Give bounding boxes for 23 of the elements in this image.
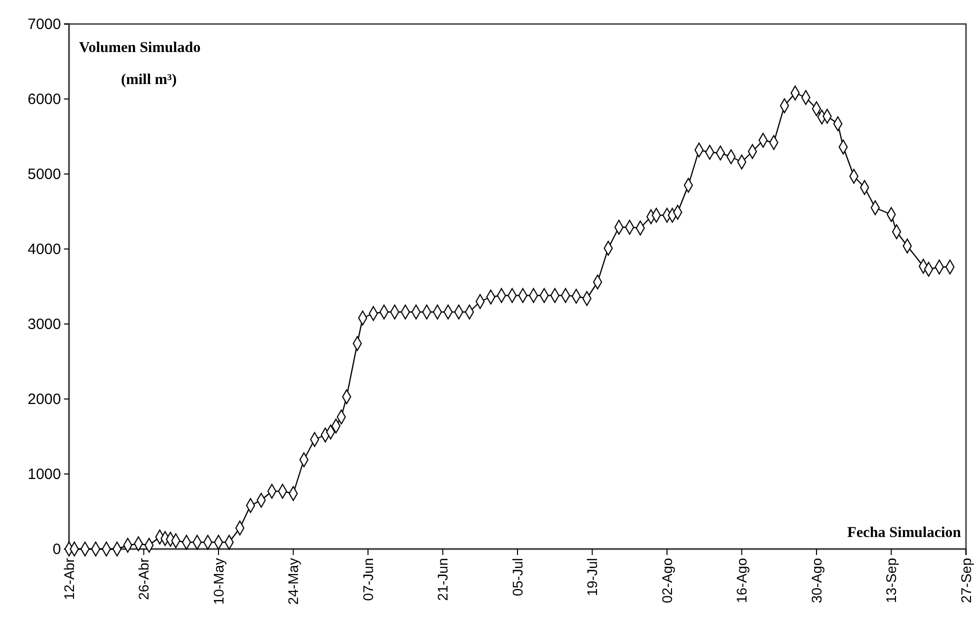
x-tick-label: 24-May [285,558,302,605]
x-tick-label: 16-Ago [734,558,750,604]
x-tick-label: 21-Jun [434,558,451,601]
y-tick-label: 1000 [28,466,61,483]
y-tick-label: 7000 [28,16,61,33]
y-tick-label: 5000 [28,166,61,183]
y-tick-label: 6000 [28,90,61,108]
x-tick-label: 26-Abr [136,558,152,600]
x-tick-label: 30-Ago [808,558,824,604]
y-tick-label: 4000 [28,240,61,258]
y-tick-label: 2000 [28,390,61,408]
x-tick-label: 05-Jul [509,558,526,596]
x-tick-label: 10-May [210,558,226,605]
x-tick-label: 13-Sep [883,558,900,604]
x-tick-label: 19-Jul [584,558,600,596]
x-tick-label: 27-Sep [958,558,974,604]
y-tick-label: 0 [52,540,61,558]
x-tick-label: 12-Abr [60,558,77,600]
y-axis-title: Volumen Simulado (mill m³) [79,40,201,88]
x-tick-label: 07-Jun [360,558,376,601]
y-tick-label: 3000 [28,316,61,333]
x-tick-label: 02-Ago [658,558,675,604]
x-axis-title: Fecha Simulacion [847,525,962,541]
